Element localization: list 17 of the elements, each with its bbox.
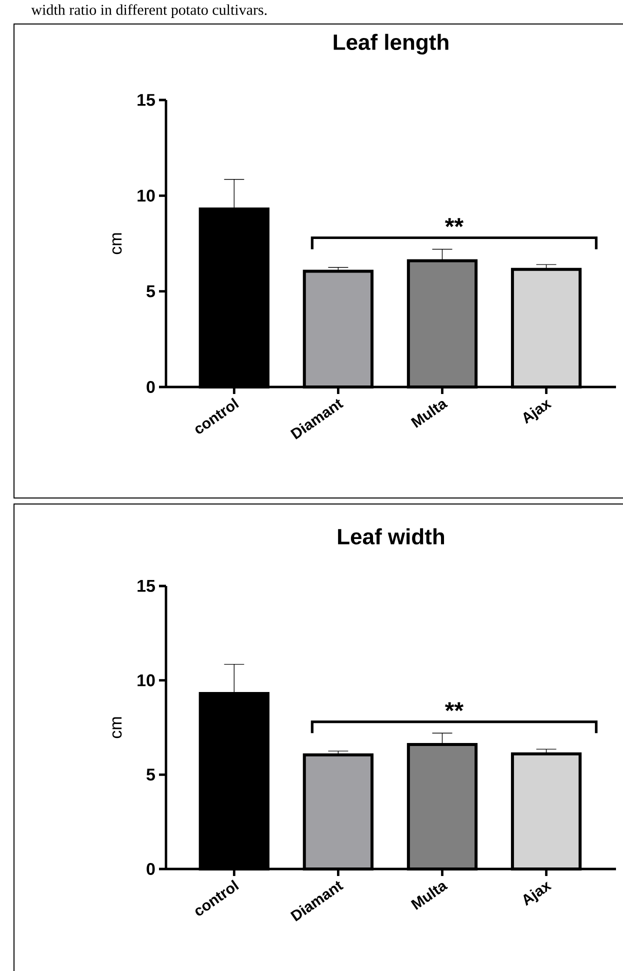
- y-tick-label: 0: [146, 380, 155, 394]
- y-tick-label: 15: [138, 94, 155, 106]
- y-tick-label: 10: [138, 674, 155, 686]
- y-tick-label: 10: [138, 190, 155, 202]
- annotation: **: [444, 218, 464, 228]
- x-tick-label: Ajax: [524, 400, 552, 424]
- annotation: **: [444, 702, 464, 712]
- text: width ratio in different potato cultivars.: [31, 4, 267, 18]
- y-tick-label: 15: [138, 580, 155, 592]
- y-axis-title: cm: [112, 717, 122, 738]
- chart-title: Leaf length: [334, 34, 448, 54]
- x-tick-label: Ajax: [524, 882, 552, 906]
- y-axis-title: cm: [112, 233, 122, 254]
- chart-title: Leaf width: [338, 528, 444, 544]
- y-tick-label: 5: [146, 768, 155, 781]
- y-tick-label: 5: [146, 285, 155, 298]
- y-tick-label: 0: [146, 862, 155, 876]
